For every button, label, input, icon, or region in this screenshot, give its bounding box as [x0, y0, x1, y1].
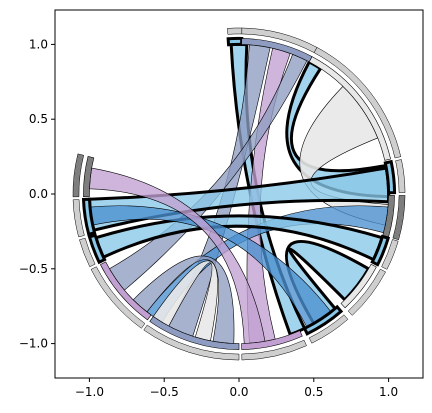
arc-ring-9 [143, 324, 240, 361]
arc-ring-8 [241, 339, 307, 361]
arc-segment-7 [302, 304, 344, 336]
y-axis: 1.0 0.5 0.0 −0.5 −1.0 [19, 37, 55, 351]
arc-ring-12 [72, 199, 85, 238]
arc-ring-10 [90, 266, 146, 329]
arc-ring-7 [308, 314, 349, 344]
arc-segment-12 [81, 197, 97, 237]
arc-segment-4 [382, 195, 395, 238]
arc-segment-11 [87, 233, 107, 265]
arc-segment-6 [340, 263, 377, 309]
arc-segment-2 [308, 56, 391, 161]
x-axis: −1.0 −0.5 0.0 0.5 1.0 [75, 378, 398, 399]
arc-ring-5 [381, 239, 399, 270]
x-tick-label-2: 0.0 [229, 385, 248, 399]
arc-segment-13 [83, 155, 95, 198]
x-tick-label-1: −0.5 [150, 385, 179, 399]
y-tick-label-2: 0.0 [29, 187, 48, 201]
arc-segment-0 [226, 36, 244, 47]
arc-ring-0 [227, 27, 243, 35]
arc-segment-8 [241, 330, 303, 350]
y-tick-label-1: 0.5 [29, 112, 48, 126]
arc-segment-3 [383, 159, 397, 195]
arc-segment-10 [99, 261, 152, 321]
arc-segment-1 [241, 38, 313, 63]
arc-ring-4 [392, 195, 406, 241]
y-tick-label-3: −0.5 [19, 262, 48, 276]
arc-segment-9 [149, 316, 240, 350]
x-tick-label-3: 0.5 [304, 385, 323, 399]
arc-ring-3 [395, 159, 406, 193]
x-tick-label-0: −1.0 [75, 385, 104, 399]
y-tick-label-0: 1.0 [29, 37, 48, 51]
x-tick-label-4: 1.0 [379, 385, 398, 399]
arc-ring-6 [347, 268, 386, 316]
arc-segment-5 [370, 234, 391, 267]
arc-ring-13 [72, 153, 84, 198]
arc-ring-11 [79, 237, 96, 268]
arc-ring-2 [313, 47, 402, 159]
arc-ring-1 [241, 27, 318, 54]
arc-layer [72, 27, 406, 361]
y-tick-label-4: −1.0 [19, 337, 48, 351]
